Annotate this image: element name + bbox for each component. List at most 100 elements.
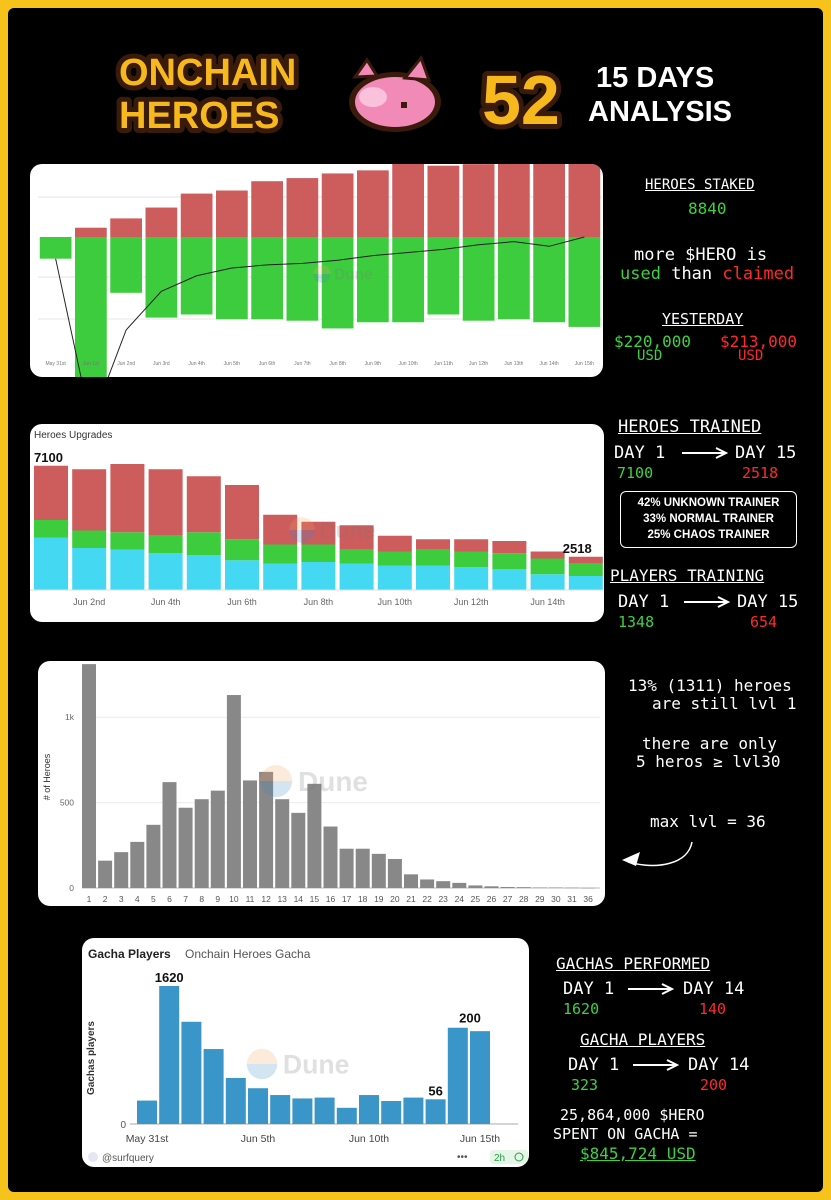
red-bar (530, 551, 565, 559)
cyan-bar (148, 553, 183, 590)
x-tick-label: Jun 8th (329, 361, 346, 367)
used-bar (568, 237, 601, 327)
note-line1: more $HERO is (634, 245, 768, 265)
players-day15-label: DAY 15 (737, 592, 799, 612)
level-bar (98, 860, 113, 888)
players-day1-label: DAY 1 (618, 592, 670, 612)
x-tick-label: 36 (583, 894, 593, 904)
x-tick-label: Jun 10th (378, 597, 413, 607)
logo-wordmark: ONCHAIN ONCHAIN HEROES HEROES (114, 47, 301, 137)
level-bar (291, 812, 306, 888)
emissions-chart: May 31st Jun 1st Jun 2nd Jun 3rd Jun 4th Jun … (38, 164, 602, 377)
x-tick-label: 23 (438, 894, 448, 904)
yesterday-green-unit: USD (637, 348, 663, 364)
x-tick-label: 17 (342, 894, 352, 904)
level-bar (500, 886, 515, 888)
annotation-last: 200 (459, 1011, 481, 1026)
gacha-players-day14-label: DAY 14 (688, 1055, 750, 1075)
used-bar (533, 237, 565, 323)
x-tick-label: Jun 3rd (153, 361, 170, 367)
trainer-breakdown-box: 42% UNKNOWN TRAINER 33% NORMAL TRAINER 2… (620, 491, 797, 548)
x-tick-label: Jun 15th (575, 361, 594, 367)
curved-arrow-icon (622, 841, 693, 867)
cyan-bar (530, 574, 565, 590)
trained-day15-label: DAY 15 (735, 443, 797, 463)
gacha-bar (447, 1027, 468, 1124)
red-bar (416, 539, 450, 550)
green-bar (301, 544, 336, 562)
note-claimed: claimed (722, 264, 795, 284)
annotation-first: 7100 (34, 450, 63, 465)
chart-title: Gacha Players (88, 947, 171, 961)
used-bar (75, 237, 107, 377)
number-shadow: 52 (482, 61, 560, 136)
dune-logo-half (289, 530, 315, 543)
used-bar (462, 237, 495, 321)
cyan-bar (416, 565, 450, 590)
gacha-bar (159, 986, 180, 1124)
red-bar (186, 476, 221, 533)
level-bar (307, 783, 322, 888)
x-tick-label: 6 (167, 894, 172, 904)
x-tick-label: Jun 8th (304, 597, 334, 607)
dune-watermark: Dune (289, 517, 376, 543)
x-tick-label: 12 (261, 894, 271, 904)
cyan-bar (568, 576, 603, 590)
gacha-bar (203, 1049, 224, 1124)
x-tick-label: 28 (519, 894, 529, 904)
heroes-trained-label: HEROES TRAINED (618, 417, 762, 437)
used-bar (357, 237, 389, 323)
claimed-bar (568, 164, 601, 237)
arrow-icon (682, 447, 729, 459)
x-tick-label: 8 (199, 894, 204, 904)
x-tick-label: Jun 4th (188, 361, 205, 367)
level-bar (323, 826, 338, 888)
claimed-bar (180, 193, 213, 237)
dune-logo-half (246, 1064, 278, 1080)
red-bar (34, 465, 68, 520)
x-tick-label: 31 (567, 894, 577, 904)
trained-day15-value: 2518 (742, 464, 779, 482)
trainer-chaos: 25% CHAOS TRAINER (647, 529, 770, 541)
yesterday-red-value: $213,000 (720, 332, 798, 351)
hero-level-distribution-card: 0 500 1k # of Heroes 1 2 3 4 5 6 7 8 9 10 11 12 13 14 15 16… (38, 661, 605, 906)
x-tick-label: 27 (503, 894, 513, 904)
claimed-bar (462, 164, 495, 237)
level-bar (162, 782, 177, 888)
green-bar (377, 551, 412, 566)
cyan-bar (34, 537, 68, 590)
gacha-bar (381, 1101, 402, 1124)
players-day1-value: 1348 (618, 613, 655, 631)
note-line2: used than claimed (620, 264, 794, 284)
x-tick-label: Jun 10th (349, 1133, 389, 1145)
y-tick-label: 0 (120, 1120, 126, 1131)
gacha-bar (314, 1097, 335, 1124)
dune-logo-icon (313, 265, 331, 283)
cyan-bar (225, 560, 259, 590)
red-bar (148, 469, 183, 536)
y-tick-label: 500 (60, 798, 74, 808)
annotation-peak: 1620 (155, 970, 184, 985)
level-bar (210, 790, 225, 888)
logo-text-shadow-2: HEROES (119, 95, 279, 137)
gacha-bar (270, 1095, 291, 1124)
gacha-bar (425, 1099, 446, 1124)
gacha-bar (137, 1100, 157, 1124)
red-bar (339, 525, 374, 550)
green-bar (492, 553, 527, 569)
x-tick-label: Jun 12th (454, 597, 489, 607)
gacha-bar (248, 1088, 268, 1124)
level-bar (565, 887, 579, 889)
x-tick-label: Jun 6th (227, 597, 257, 607)
level-note-line3: there are only (642, 734, 777, 753)
dune-watermark-text: Dune (283, 1050, 349, 1080)
x-tick-label: 24 (455, 894, 465, 904)
level-bar (243, 780, 257, 888)
green-bar (34, 520, 68, 538)
spent-line3: $845,724 USD (580, 1144, 696, 1163)
gacha-bar (292, 1098, 313, 1124)
level-note-line5: max lvl = 36 (650, 812, 766, 831)
level-bar (114, 852, 129, 888)
dune-logo-icon (246, 1048, 278, 1080)
dune-logo-half (313, 274, 331, 283)
